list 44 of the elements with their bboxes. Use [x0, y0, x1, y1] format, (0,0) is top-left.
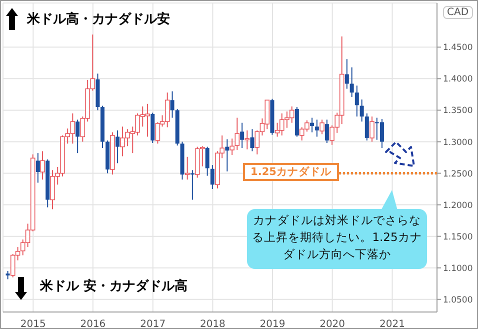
candlestick: [225, 138, 230, 172]
x-tick-label: 2015: [20, 319, 46, 329]
candlestick: [170, 90, 174, 118]
candlestick: [370, 116, 374, 142]
candlestick: [310, 117, 314, 133]
candlestick: [354, 85, 359, 118]
annotation: 米ドル 安・カナダドル高: [40, 278, 188, 295]
candlestick: [320, 119, 324, 135]
y-axis-title: CAD: [443, 6, 473, 19]
candlestick: [314, 119, 319, 138]
candlestick: [344, 58, 349, 90]
x-tick-label: 2019: [260, 319, 286, 329]
annotation: カナダドルは対米ドルでさらなる上昇を期待したい。1.25カナダドル方向へ下落か: [251, 212, 423, 263]
candlestick: [36, 152, 40, 184]
candlestick: [240, 122, 244, 149]
candlestick: [324, 119, 329, 144]
candlestick: [205, 146, 210, 176]
candlestick: [76, 119, 80, 154]
candlestick: [244, 130, 250, 150]
candlestick: [116, 130, 120, 164]
x-tick-label: 2018: [200, 319, 226, 329]
candlestick: [350, 66, 354, 98]
candlestick: [40, 150, 45, 180]
x-tick-label: 2016: [80, 319, 106, 329]
candlestick: [155, 122, 160, 144]
y-tick-label: 1.2000: [443, 200, 473, 211]
y-tick-label: 1.1500: [443, 232, 473, 242]
x-tick-label: 2017: [140, 319, 166, 329]
y-tick-label: 1.1000: [443, 264, 473, 274]
candlestick: [250, 128, 254, 152]
y-tick-label: 1.0500: [443, 295, 473, 306]
x-tick-label: 2020: [320, 319, 346, 329]
y-tick-label: 1.4000: [443, 74, 473, 85]
ref-line-label: 1.25カナダドル: [243, 163, 339, 182]
y-tick-label: 1.3500: [443, 106, 473, 116]
y-tick-label: 1.3000: [443, 138, 473, 148]
candlestick: [184, 156, 190, 180]
candlestick: [364, 112, 369, 141]
y-tick-label: 1.4500: [443, 43, 473, 54]
candlestick: [360, 98, 364, 122]
y-tick-label: 1.2500: [443, 169, 473, 180]
x-tick-label: 2021: [380, 319, 405, 329]
candlestick: [210, 164, 214, 190]
annotation: 米ドル高・カナダドル安: [27, 10, 170, 28]
